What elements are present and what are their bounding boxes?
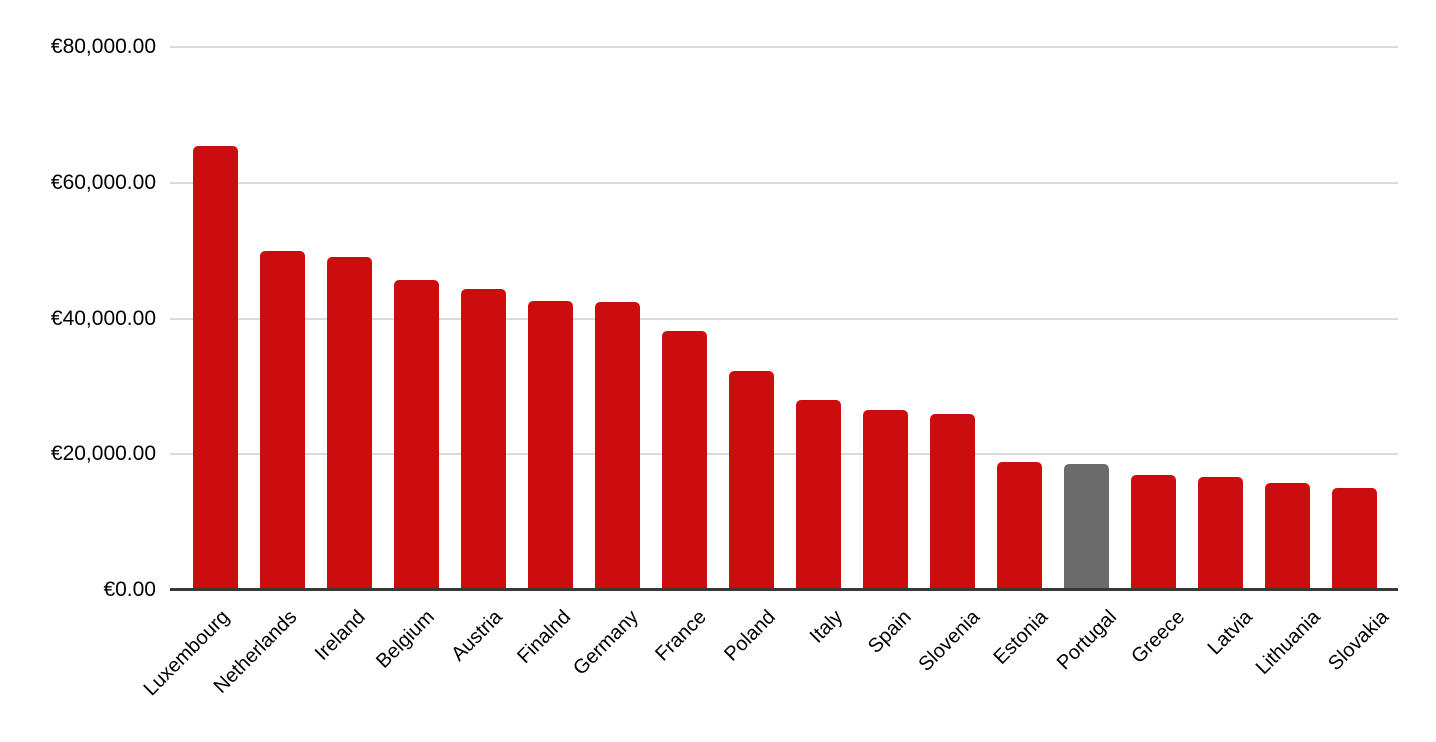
- bar-band: [718, 47, 785, 590]
- bar-band: [919, 47, 986, 590]
- x-tick-label-poland: Poland: [719, 606, 780, 666]
- bar-slovakia: [1332, 487, 1377, 590]
- bar-band: [986, 47, 1053, 590]
- bar-band: [517, 47, 584, 590]
- bar-band: [450, 47, 517, 590]
- gridline-40000: [170, 317, 1398, 320]
- bar-italy: [796, 399, 841, 590]
- gridline-80000: [170, 46, 1398, 48]
- bar-poland: [729, 370, 774, 590]
- bar-latvia: [1198, 476, 1243, 590]
- y-tick-label: €60,000.00: [50, 170, 156, 194]
- x-tick-label-spain: Spain: [864, 606, 916, 658]
- x-axis-line: [170, 588, 1398, 591]
- x-tick-label-latvia: Latvia: [1203, 606, 1257, 660]
- bars-container: [170, 47, 1398, 590]
- x-tick-label-finalnd: Finalnd: [512, 606, 575, 668]
- bar-band: [182, 47, 249, 590]
- x-tick-label-slovenia: Slovenia: [914, 606, 985, 676]
- bar-band: [1120, 47, 1187, 590]
- bar-band: [383, 47, 450, 590]
- bar-band: [1053, 47, 1120, 590]
- bar-band: [316, 47, 383, 590]
- x-tick-label-italy: Italy: [806, 606, 848, 648]
- bar-austria: [461, 288, 506, 590]
- x-tick-label-lithuania: Lithuania: [1252, 606, 1326, 679]
- bar-netherlands: [260, 250, 305, 590]
- bar-band: [651, 47, 718, 590]
- x-tick-label-belgium: Belgium: [371, 606, 439, 673]
- bar-belgium: [394, 279, 439, 590]
- bar-band: [785, 47, 852, 590]
- bar-luxembourg: [193, 146, 238, 590]
- y-tick-label: €0.00: [103, 578, 156, 601]
- bar-france: [662, 331, 707, 590]
- bar-slovenia: [930, 413, 975, 590]
- y-tick-label: €40,000.00: [50, 306, 156, 330]
- x-tick-label-estonia: Estonia: [989, 606, 1053, 669]
- gridline-60000: [170, 181, 1398, 184]
- x-tick-label-slovakia: Slovakia: [1324, 606, 1394, 676]
- x-tick-label-germany: Germany: [569, 606, 643, 680]
- bar-band: [1321, 47, 1388, 590]
- x-tick-label-greece: Greece: [1126, 606, 1189, 668]
- bar-band: [1187, 47, 1254, 590]
- bar-portugal: [1064, 464, 1109, 590]
- plot-area: [170, 46, 1398, 591]
- bar-ireland: [327, 256, 372, 590]
- bar-band: [584, 47, 651, 590]
- bar-estonia: [997, 461, 1042, 590]
- x-tick-label-ireland: Ireland: [311, 606, 371, 665]
- bar-greece: [1131, 475, 1176, 590]
- x-tick-label-portugal: Portugal: [1052, 606, 1121, 675]
- y-tick-label: €80,000.00: [50, 35, 156, 58]
- x-tick-label-austria: Austria: [446, 606, 507, 666]
- bar-band: [1254, 47, 1321, 590]
- x-tick-label-france: France: [651, 606, 712, 666]
- bar-band: [249, 47, 316, 590]
- bar-band: [852, 47, 919, 590]
- gridline-20000: [170, 453, 1398, 456]
- x-axis: Luxembourg Netherlands Ireland Belgium Austr…: [139, 590, 1398, 740]
- bar-germany: [595, 302, 640, 590]
- bar-spain: [863, 410, 908, 590]
- bar-finalnd: [528, 300, 573, 590]
- y-tick-label: €20,000.00: [50, 442, 156, 466]
- bar-lithuania: [1265, 482, 1310, 590]
